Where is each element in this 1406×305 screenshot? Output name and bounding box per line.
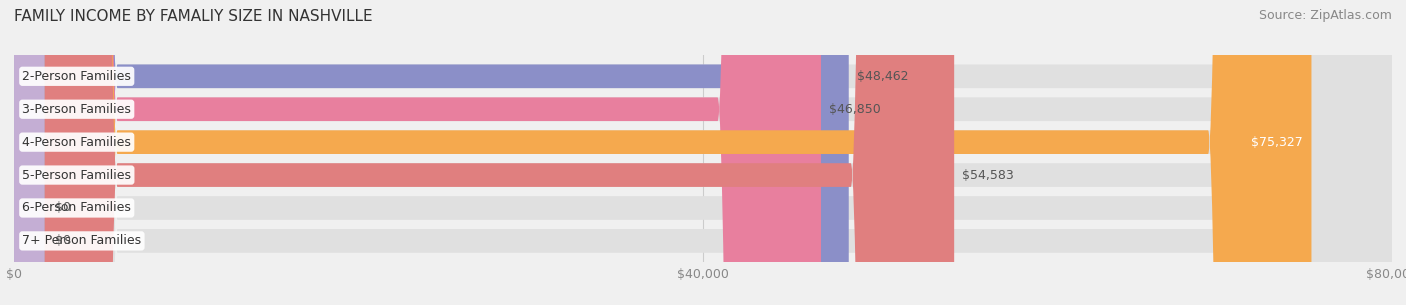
Text: 4-Person Families: 4-Person Families [22,136,131,149]
Text: $75,327: $75,327 [1251,136,1303,149]
Text: 7+ Person Families: 7+ Person Families [22,235,142,247]
FancyBboxPatch shape [14,0,45,305]
FancyBboxPatch shape [14,0,821,305]
FancyBboxPatch shape [14,0,1312,305]
Text: 5-Person Families: 5-Person Families [22,169,131,181]
FancyBboxPatch shape [14,0,1392,305]
FancyBboxPatch shape [14,0,1392,305]
FancyBboxPatch shape [14,0,1392,305]
FancyBboxPatch shape [14,0,849,305]
Text: FAMILY INCOME BY FAMALIY SIZE IN NASHVILLE: FAMILY INCOME BY FAMALIY SIZE IN NASHVIL… [14,9,373,24]
Text: 3-Person Families: 3-Person Families [22,103,131,116]
FancyBboxPatch shape [14,0,1392,305]
Text: $54,583: $54,583 [963,169,1014,181]
FancyBboxPatch shape [14,0,1392,305]
Text: 6-Person Families: 6-Person Families [22,202,131,214]
Text: 2-Person Families: 2-Person Families [22,70,131,83]
Text: $0: $0 [55,235,72,247]
Text: $48,462: $48,462 [858,70,908,83]
Text: $46,850: $46,850 [830,103,882,116]
FancyBboxPatch shape [14,0,1392,305]
Text: $0: $0 [55,202,72,214]
FancyBboxPatch shape [14,0,955,305]
FancyBboxPatch shape [14,0,45,305]
Text: Source: ZipAtlas.com: Source: ZipAtlas.com [1258,9,1392,22]
